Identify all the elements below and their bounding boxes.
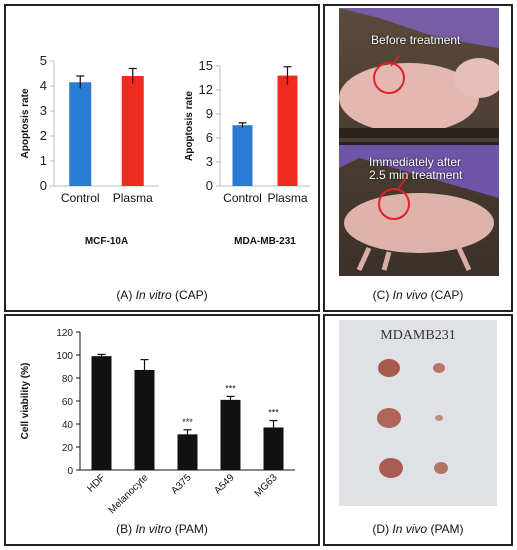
- significance-marker: ***: [182, 417, 193, 427]
- y-tick-label: 120: [56, 328, 73, 339]
- y-tick-label: 3: [40, 103, 47, 118]
- label-after-treatment: Immediately after 2.5 min treatment: [369, 156, 462, 182]
- y-tick-label: 80: [62, 374, 74, 385]
- x-tick-label: Control: [61, 191, 100, 205]
- bar-a375: [177, 434, 198, 470]
- chart-mcf10a: 0 1 2 3 4 5 Apoptosis rate Control Plasma MCF-10A: [20, 53, 159, 247]
- significance-marker: ***: [268, 408, 279, 418]
- bar-a549: [220, 399, 241, 470]
- panel-d: MDAMB231 (D) In vivo (PAM): [323, 314, 513, 546]
- bar-control: [232, 125, 253, 186]
- label-after-line2: 2.5 min treatment: [369, 168, 463, 182]
- chart-mdamb231: 0 3 6 9 12 15 Apoptosis rate Control Plasma MDA-M…: [184, 58, 310, 247]
- x-tick-label: Plasma: [267, 191, 307, 205]
- tumor-photo-d: MDAMB231: [339, 320, 497, 506]
- x-tick-label: Melanocyte: [107, 472, 151, 516]
- panel-a: 0 1 2 3 4 5 Apoptosis rate Control Plasma MCF-10A…: [4, 4, 320, 312]
- mouse-photo-c-image: [339, 8, 499, 276]
- tumor-circle-after: [378, 188, 410, 220]
- y-tick-label: 1: [40, 153, 47, 168]
- x-tick-label: Control: [223, 191, 262, 205]
- label-before-treatment: Before treatment: [371, 33, 461, 47]
- y-tick-label: 0: [206, 178, 213, 193]
- chart-group-label: MCF-10A: [85, 236, 128, 247]
- label-after-line1: Immediately after: [369, 155, 462, 169]
- y-tick-label: 3: [206, 154, 213, 169]
- caption-d: (D) In vivo (PAM): [372, 522, 464, 536]
- y-tick-label: 100: [56, 351, 73, 362]
- bar-mg63: [263, 427, 284, 470]
- y-tick-label: 15: [199, 58, 213, 73]
- x-tick-label: MG63: [253, 472, 280, 499]
- bar-hdf: [91, 356, 112, 470]
- y-axis-label: Cell viability (%): [20, 363, 31, 440]
- y-tick-label: 40: [62, 420, 74, 431]
- y-tick-label: 60: [62, 397, 74, 408]
- y-tick-label: 2: [40, 128, 47, 143]
- caption-b: (B) In vitro (PAM): [116, 522, 208, 536]
- x-tick-label: A375: [169, 472, 194, 497]
- x-tick-label: HDF: [85, 472, 107, 494]
- y-tick-label: 5: [40, 53, 47, 68]
- y-tick-label: 0: [40, 178, 47, 193]
- caption-c: (C) In vivo (CAP): [372, 288, 464, 302]
- tumor-photo-label: MDAMB231: [380, 328, 456, 343]
- bar-plasma: [121, 76, 144, 186]
- y-tick-label: 12: [199, 82, 213, 97]
- caption-a: (A) In vitro (CAP): [116, 288, 208, 302]
- panel-c: Before treatment Immediately after 2.5 m…: [323, 4, 513, 312]
- bar-control: [69, 82, 92, 186]
- chart-cell-viability: 0 20 40 60 80 100 120 Cell viability (%) HDF Mela…: [20, 328, 295, 516]
- bar-melanocyte: [134, 369, 155, 470]
- significance-marker: ***: [225, 383, 236, 393]
- mouse-photo-c: Before treatment Immediately after 2.5 m…: [339, 8, 499, 276]
- panel-b-chart: 0 20 40 60 80 100 120 Cell viability (%) HDF Mela…: [20, 328, 295, 516]
- y-tick-label: 6: [206, 130, 213, 145]
- y-tick-label: 0: [67, 466, 73, 477]
- y-tick-label: 20: [62, 443, 74, 454]
- tumor-photo-d-image: [339, 320, 497, 506]
- x-tick-label: Plasma: [113, 191, 153, 205]
- x-tick-label: A549: [212, 472, 237, 497]
- panel-b: 0 20 40 60 80 100 120 Cell viability (%) HDF Mela…: [4, 314, 320, 546]
- y-axis-label: Apoptosis rate: [184, 91, 195, 161]
- y-tick-label: 9: [206, 106, 213, 121]
- tumor-circle-before: [373, 62, 405, 94]
- bar-plasma: [277, 75, 298, 186]
- y-tick-label: 4: [40, 78, 47, 93]
- chart-group-label: MDA-MB-231: [234, 236, 296, 247]
- y-axis-label: Apoptosis rate: [20, 88, 31, 158]
